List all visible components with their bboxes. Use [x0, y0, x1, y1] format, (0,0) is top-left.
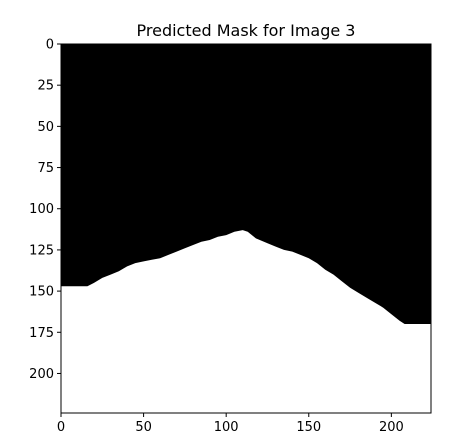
y-axis: 0 25 50 75 100 125 150 175 200 [29, 38, 61, 382]
x-axis: 0 50 100 150 200 [57, 413, 404, 435]
x-tick-label: 150 [296, 420, 321, 435]
y-tick-label: 150 [29, 285, 54, 300]
mask-region [61, 230, 431, 413]
y-tick-label: 175 [29, 326, 54, 341]
y-tick-label: 50 [37, 120, 54, 135]
plot-area [60, 43, 432, 414]
x-tick-label: 50 [135, 420, 152, 435]
y-tick-label: 125 [29, 243, 54, 258]
chart-title: Predicted Mask for Image 3 [137, 21, 356, 40]
plot-frame [60, 43, 432, 414]
x-tick-label: 200 [379, 420, 404, 435]
x-tick-label: 0 [57, 420, 65, 435]
y-tick-label: 100 [29, 202, 54, 217]
y-tick-label: 25 [37, 79, 54, 94]
y-tick-label: 0 [46, 38, 54, 53]
y-tick-label: 200 [29, 367, 54, 382]
x-tick-label: 100 [214, 420, 239, 435]
y-tick-label: 75 [37, 161, 54, 176]
